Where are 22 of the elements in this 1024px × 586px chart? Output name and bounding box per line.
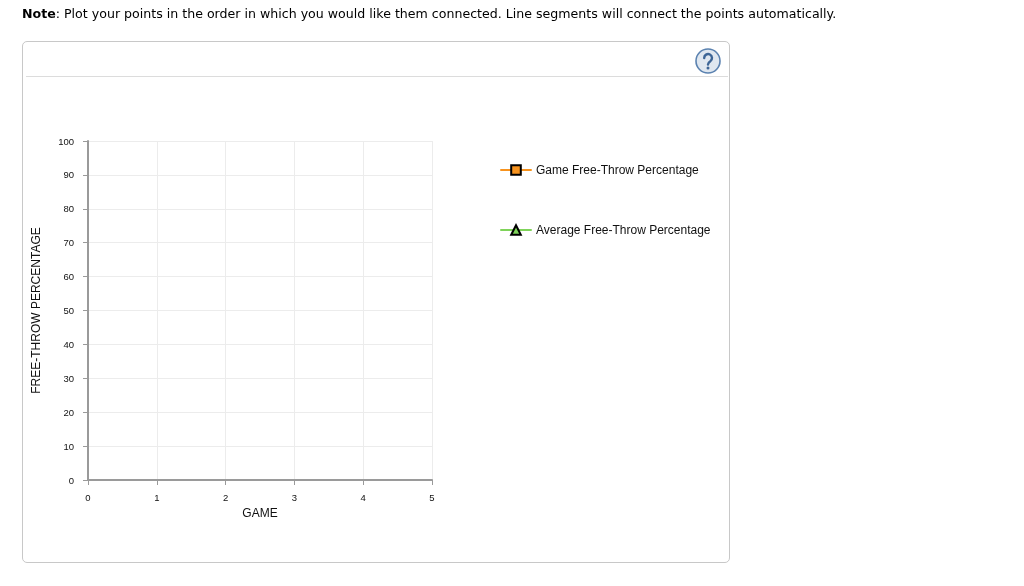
y-tick-label: 70 [63,237,74,249]
legend-label: Average Free-Throw Percentage [536,223,711,237]
y-tick-label: 50 [63,305,74,316]
y-tick-label: 100 [58,135,74,147]
legend-label: Game Free-Throw Percentage [536,163,700,177]
x-tick-label: 2 [222,491,229,503]
text: Note: Plot your points in the order in which you would like them connected. Line segments will connect the points automatically. [22,6,837,21]
x-axis-title: GAME [242,505,278,520]
x-tick-label: 1 [154,491,160,503]
y-tick-label: 20 [63,406,74,418]
y-tick-label: 30 [63,372,74,384]
x-tick-label: 4 [360,491,366,503]
x-tick-label: 5 [429,491,435,503]
y-tick-label: 40 [63,338,74,350]
x-tick-label: 0 [85,491,91,503]
y-tick-label: 10 [63,440,74,452]
y-axis-title: FREE-THROW PERCENTAGE [29,227,43,394]
y-tick-label: 60 [63,271,74,283]
x-tick-label: 3 [291,491,298,503]
y-tick-label: 90 [63,169,74,181]
y-tick-label: 80 [63,203,74,215]
y-tick-label: 0 [68,474,74,486]
